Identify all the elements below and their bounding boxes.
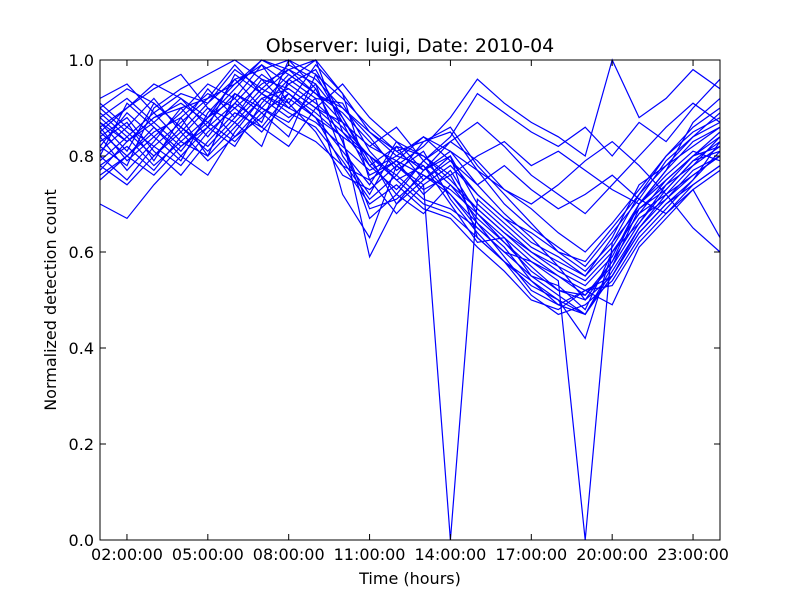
series-line-6 [99, 63, 721, 277]
x-tick-label: 02:00:00 [91, 545, 163, 564]
x-axis-label: Time (hours) [358, 569, 461, 588]
series-line-2 [99, 68, 721, 301]
y-tick-label: 0.0 [69, 531, 94, 550]
x-tick-label: 20:00:00 [576, 545, 648, 564]
series-line-9 [99, 59, 721, 287]
y-axis-ticks: 0.0 0.2 0.4 0.6 0.8 1.0 [69, 51, 720, 550]
series-line-23 [99, 58, 721, 191]
x-tick-label: 23:00:00 [657, 545, 729, 564]
y-tick-label: 0.6 [69, 243, 94, 262]
x-tick-label: 11:00:00 [334, 545, 406, 564]
x-tick-label: 17:00:00 [495, 545, 567, 564]
x-axis-ticks: 02:00:00 05:00:00 08:00:00 11:00:00 14:00:00… [91, 60, 729, 564]
series-line-12 [99, 63, 721, 268]
y-axis-label: Normalized detection count [41, 189, 60, 411]
series-line-22 [99, 68, 721, 296]
y-tick-label: 0.4 [69, 339, 94, 358]
series-layer [99, 58, 721, 541]
x-tick-label: 14:00:00 [415, 545, 487, 564]
plot-area-frame [99, 59, 721, 541]
series-line-19 [99, 58, 721, 306]
x-tick-label: 08:00:00 [253, 545, 325, 564]
x-tick-label: 05:00:00 [172, 545, 244, 564]
chart-title: Observer: luigi, Date: 2010-04 [266, 35, 555, 57]
y-tick-label: 0.8 [69, 147, 94, 166]
series-line-18 [99, 78, 721, 253]
series-line-28 [99, 78, 721, 253]
series-line-27 [99, 59, 721, 215]
series-line-15 [99, 73, 721, 541]
y-tick-label: 0.2 [69, 435, 94, 454]
y-tick-label: 1.0 [69, 51, 94, 70]
